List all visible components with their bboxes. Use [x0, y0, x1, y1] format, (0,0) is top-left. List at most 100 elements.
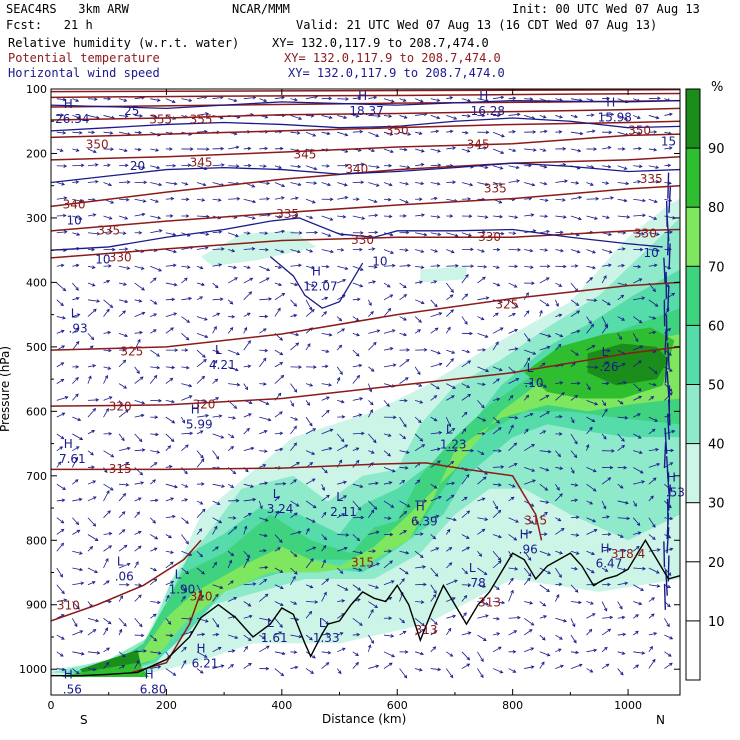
wind-vector-head [404, 398, 408, 403]
wind-vector-head [500, 95, 505, 100]
wind-vector-head [295, 342, 300, 346]
wind-vector [368, 131, 379, 137]
wind-vector [555, 665, 564, 669]
wind-vector-head [265, 666, 270, 671]
wind-vector-head [622, 247, 626, 251]
wind-vector [352, 662, 359, 669]
wind-vector-head [640, 587, 644, 591]
wind-vector [227, 664, 234, 669]
colorbar-bin [686, 207, 700, 267]
wind-vector-head [546, 264, 551, 269]
wind-vector [633, 584, 644, 591]
wind-vector-head [541, 362, 546, 366]
wind-vector [492, 646, 502, 653]
wind-vector [181, 534, 189, 545]
hl-marker-value: 12.07 [303, 279, 337, 293]
wind-vector-head [480, 674, 484, 679]
wind-vector [492, 366, 503, 371]
wind-vector-head [314, 600, 319, 604]
wind-vector [56, 529, 64, 535]
wind-vector [570, 196, 582, 200]
wind-vector-head [527, 557, 532, 561]
wind-vector [181, 333, 190, 341]
wind-vector [103, 490, 110, 502]
wind-vector [305, 528, 310, 535]
wind-vector [430, 646, 436, 653]
wind-vector-head [172, 232, 177, 237]
wind-vector-head [449, 653, 454, 657]
wind-vector [196, 316, 208, 321]
wind-vector [399, 282, 407, 288]
wind-vector-head [140, 481, 145, 485]
wind-vector-head [359, 484, 364, 488]
wind-vector-head [589, 669, 594, 673]
wind-vector [383, 347, 393, 351]
theta-contour [51, 539, 202, 622]
wind-vector-head [280, 374, 285, 379]
wind-vector-head [655, 165, 660, 169]
theta-label: 345 [467, 138, 490, 152]
wind-vector-head [370, 311, 374, 315]
wind-vector [290, 426, 297, 435]
wind-vector-head [575, 533, 580, 537]
wind-vector [555, 392, 565, 401]
wind-vector [602, 232, 612, 236]
wind-vector-head [79, 551, 83, 555]
hl-marker-value: .53 [666, 486, 685, 500]
wind-vector [368, 601, 378, 608]
rh-region [587, 343, 669, 386]
wind-vector-head [355, 353, 360, 357]
wind-vector [181, 584, 187, 593]
wind-vector-head [345, 97, 349, 101]
wind-vector-head [496, 378, 500, 382]
wind-vector-head [576, 381, 581, 386]
wind-vector-head [218, 198, 222, 202]
wind-vector-head [231, 314, 236, 319]
wind-vector-head [389, 560, 393, 564]
wind-vector-head [105, 580, 110, 584]
wind-vector [461, 148, 470, 152]
wind-vector [415, 651, 424, 655]
wind-vector-head [623, 166, 628, 170]
wind-vector-head [466, 384, 471, 388]
wind-vector-head [171, 297, 176, 302]
wind-vector-head [367, 644, 372, 649]
wind-vector-head [606, 215, 610, 219]
wind-vector-head [60, 435, 65, 440]
wind-vector [492, 510, 501, 519]
wind-vector-head [139, 623, 143, 628]
wind-vector [103, 182, 112, 186]
wind-vector-head [433, 196, 438, 201]
wind-vector [383, 115, 392, 117]
wind-vector [181, 182, 188, 185]
wind-vector [165, 497, 174, 502]
wind-vector [212, 517, 222, 524]
wind-vector-head [638, 146, 642, 151]
wind-vector-head [539, 309, 543, 314]
wind-vector [228, 249, 235, 252]
wind-vector [368, 299, 372, 306]
wind-vector-head [637, 413, 641, 417]
wind-vector [290, 567, 298, 575]
wind-vector-head [204, 246, 209, 250]
wind-vector-head [403, 510, 408, 515]
wind-vector [368, 165, 380, 168]
wind-vector [337, 131, 348, 136]
wind-vector-head [512, 231, 517, 235]
wind-vector-head [277, 392, 282, 397]
wind-vector [430, 232, 441, 236]
wind-vector-head [560, 248, 564, 253]
wind-vector [633, 181, 641, 183]
wind-vector [368, 609, 374, 619]
wind-vector [461, 632, 471, 636]
theta-contour [51, 133, 680, 161]
wind-vector [570, 499, 578, 502]
wind-vector-head [107, 620, 112, 625]
wind-vector [212, 164, 225, 167]
wind-vector [492, 232, 504, 235]
wind-vector-head [485, 368, 490, 373]
wind-vector-head [153, 374, 158, 379]
wind-vector-head [496, 282, 501, 287]
wind-vector [321, 545, 326, 552]
wind-vector-head [244, 386, 249, 391]
